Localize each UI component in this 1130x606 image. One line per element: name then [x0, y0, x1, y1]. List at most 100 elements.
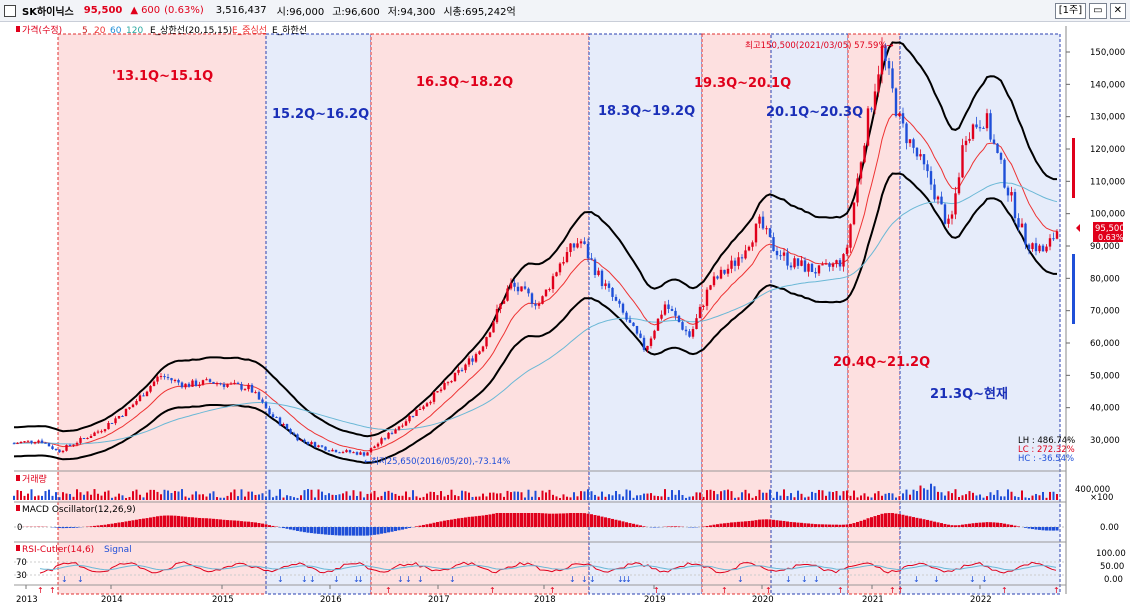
candle-body — [121, 416, 124, 418]
macd-bar — [1010, 524, 1013, 527]
zone-1 — [57, 33, 267, 595]
candle-body — [824, 263, 828, 265]
candle-body — [996, 143, 999, 153]
rsi-up-arrow-icon: ↑ — [1001, 586, 1008, 595]
candle-body — [397, 426, 401, 430]
volume-bar — [317, 489, 320, 500]
candle-body — [124, 408, 128, 417]
macd-bar — [597, 515, 600, 527]
candle-body — [968, 138, 971, 141]
macd-bar — [180, 516, 184, 527]
candle-body — [604, 283, 607, 287]
checkbox-icon[interactable] — [4, 4, 16, 17]
candle-body — [534, 303, 537, 306]
volume-bar — [1024, 497, 1027, 500]
candle-body — [1003, 159, 1006, 188]
candle-body — [964, 140, 968, 146]
volume-bar — [419, 497, 421, 500]
macd-bar — [387, 527, 390, 533]
macd-bar — [971, 523, 975, 527]
macd-bar — [964, 524, 968, 527]
candle-body — [355, 452, 359, 455]
volume-bar — [366, 493, 369, 500]
volume-bar — [352, 490, 355, 500]
macd-bar — [142, 518, 145, 527]
volume-bar — [989, 492, 992, 500]
candle-body — [408, 415, 411, 422]
candle-body — [348, 450, 352, 453]
candle-body — [292, 433, 296, 435]
volume-bar — [625, 489, 628, 500]
candle-body — [219, 383, 222, 385]
candle-body — [597, 270, 600, 276]
restore-icon[interactable]: ▭ — [1089, 3, 1107, 19]
candle-body — [1055, 231, 1059, 239]
volume-bar — [615, 490, 617, 500]
volume-bar — [345, 491, 348, 500]
macd-bar — [943, 523, 947, 527]
legend-ma20: 20 — [94, 26, 106, 36]
macd-bar — [355, 527, 359, 536]
rsi-down-arrow-icon: ↓ — [449, 575, 456, 584]
macd-bar — [271, 525, 275, 527]
volume-bar — [527, 489, 530, 500]
stock-chart[interactable]: 가격(수정) 5 20 60 120 E_상한선(20,15,15) E_중심선… — [0, 22, 1130, 606]
macd-bar — [600, 516, 604, 527]
candle-body — [656, 318, 660, 331]
volume-bar — [972, 492, 974, 500]
volume-bar — [20, 490, 22, 500]
volume-bar — [125, 497, 127, 500]
macd-bar — [376, 527, 380, 535]
macd-bar — [492, 513, 495, 527]
volume-bar — [531, 496, 533, 500]
macd-bar — [765, 519, 768, 527]
volume-bar — [1017, 497, 1020, 500]
year-label: 2014 — [101, 595, 123, 605]
macd-bar — [289, 527, 292, 530]
candle-body — [831, 263, 835, 267]
volume-bar — [909, 494, 911, 500]
volume-bar — [254, 494, 257, 500]
macd-bar — [222, 519, 226, 527]
volume-bar — [685, 497, 687, 500]
volume-bar — [821, 490, 824, 500]
candle-body — [796, 258, 800, 266]
volume-bar — [114, 496, 117, 500]
volume-bar — [1014, 496, 1016, 500]
macd-bar — [205, 518, 208, 527]
volume-bar — [331, 494, 334, 500]
candle-body — [257, 392, 261, 400]
macd-bar — [740, 521, 744, 527]
macd-bar — [390, 527, 394, 532]
candle-body — [663, 304, 667, 315]
volume-bar — [450, 489, 453, 500]
macd-bar — [303, 527, 306, 533]
macd-bar — [128, 520, 131, 527]
candle-body — [726, 268, 730, 274]
volume-bar — [940, 492, 943, 500]
stock-name[interactable]: SK하이닉스 — [22, 7, 74, 18]
macd-bar — [625, 522, 628, 527]
candle-body — [915, 147, 919, 157]
volume-bar — [1042, 491, 1044, 500]
volume-bar — [562, 494, 565, 500]
close-icon[interactable]: ✕ — [1109, 3, 1126, 19]
volume-bar — [237, 496, 239, 500]
macd-bar — [751, 520, 754, 527]
volume-bar — [359, 491, 362, 500]
volume-bar — [1056, 494, 1058, 500]
macd-bar — [1055, 527, 1059, 531]
macd-bar — [306, 527, 310, 533]
period-button[interactable]: [1주] — [1054, 3, 1087, 19]
candle-body — [128, 407, 131, 409]
volume-bar — [611, 495, 614, 500]
volume-bar — [461, 490, 463, 500]
macd-bar — [530, 513, 534, 527]
candle-body — [947, 218, 950, 224]
macd-bar — [61, 527, 65, 529]
candle-body — [485, 337, 488, 347]
macd-bar — [842, 524, 845, 527]
candle-body — [954, 193, 957, 215]
candle-body — [47, 443, 51, 447]
candle-body — [334, 449, 338, 453]
